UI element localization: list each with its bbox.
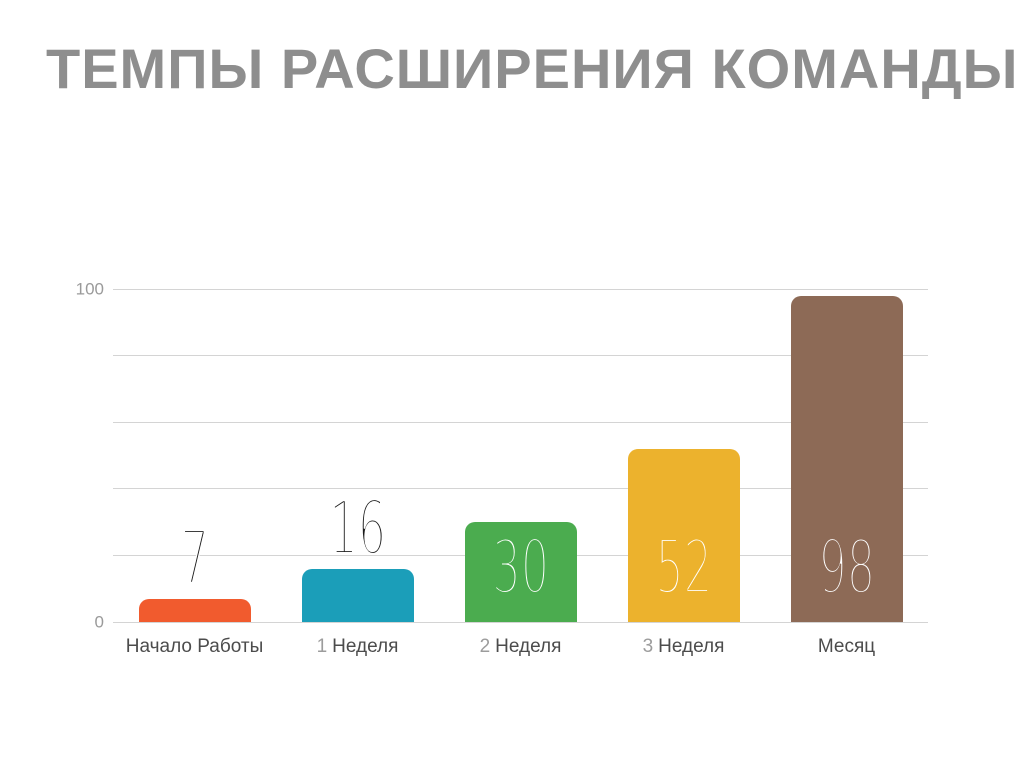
category-name: Начало Работы [125, 636, 264, 657]
gridline [113, 355, 928, 357]
gridline [113, 621, 928, 623]
category-prefix: 1 [316, 636, 328, 657]
bar [464, 522, 577, 622]
category-prefix: 2 [479, 636, 491, 657]
category-prefix: 3 [642, 636, 654, 657]
gridline [113, 488, 928, 490]
bar-value: 7 [180, 515, 210, 600]
category-name: Месяц [817, 636, 876, 657]
bar [301, 568, 414, 622]
category-name: Неделя [658, 636, 725, 657]
category-name: Неделя [332, 636, 399, 657]
bar [627, 448, 740, 622]
bar-value-label: 7 [113, 515, 276, 600]
plot-area: 0 100 7 Начало Работы 16 1 Неделя 30 2 Неделя 52 3 Н… [76, 281, 928, 657]
bar-value: 16 [328, 485, 386, 570]
y-axis-tick-label: 0 [94, 612, 104, 632]
gridline [113, 288, 928, 290]
chart-title: ТЕМПЫ РАСШИРЕНИЯ КОМАНДЫ [46, 37, 1019, 100]
bar [138, 598, 251, 622]
x-category-label: Начало Работы [113, 636, 276, 659]
category-name: Неделя [495, 636, 562, 657]
bar [790, 295, 903, 622]
x-category-label: Месяц [765, 636, 928, 659]
gridline [113, 421, 928, 423]
bar-value-label: 16 [276, 485, 439, 570]
x-category-label: 1 Неделя [276, 636, 439, 659]
x-category-label: 2 Неделя [439, 636, 602, 659]
x-category-label: 3 Неделя [602, 636, 765, 659]
y-axis-tick-label: 100 [75, 279, 104, 299]
